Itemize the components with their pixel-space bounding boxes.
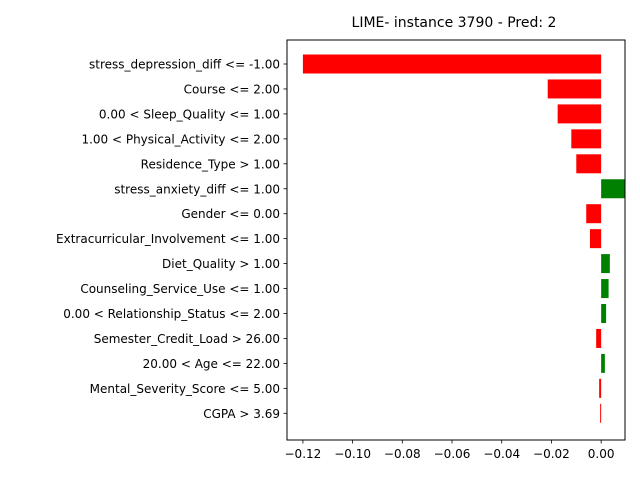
bar <box>600 403 602 423</box>
plot-frame <box>286 39 626 441</box>
x-tick-label: −0.06 <box>434 447 471 461</box>
bar <box>302 54 602 74</box>
y-tick-label: 0.00 < Sleep_Quality <= 1.00 <box>99 107 280 121</box>
y-tick-label: 1.00 < Physical_Activity <= 2.00 <box>81 132 280 146</box>
y-tick-label: stress_anxiety_diff <= 1.00 <box>114 182 280 196</box>
bar <box>601 353 605 373</box>
bar <box>599 378 602 398</box>
bar <box>601 279 609 299</box>
x-tick-label: −0.08 <box>384 447 421 461</box>
bar <box>601 254 610 274</box>
y-tick-labels: stress_depression_diff <= -1.00 Course <=… <box>56 58 287 421</box>
x-tick-label: −0.12 <box>285 447 322 461</box>
x-ticks: −0.12 −0.10 −0.08 −0.06 −0.04 −0.02 0.00 <box>285 440 615 461</box>
y-tick-label: Residence_Type > 1.00 <box>141 157 280 171</box>
x-tick-label: 0.00 <box>588 447 615 461</box>
y-tick-label: 0.00 < Relationship_Status <= 2.00 <box>63 307 280 321</box>
bar <box>589 229 602 249</box>
bar <box>571 129 602 149</box>
y-tick-label: Semester_Credit_Load > 26.00 <box>94 332 280 346</box>
chart-title: LIME- instance 3790 - Pred: 2 <box>352 15 557 31</box>
bars-group <box>302 54 625 423</box>
bar <box>601 304 607 323</box>
y-tick-label: Mental_Severity_Score <= 5.00 <box>90 382 280 396</box>
y-tick-label: Extracurricular_Involvement <= 1.00 <box>56 232 280 246</box>
x-tick-label: −0.02 <box>533 447 570 461</box>
y-tick-label: CGPA > 3.69 <box>203 407 280 421</box>
bar <box>601 179 625 199</box>
y-tick-label: stress_depression_diff <= -1.00 <box>89 58 280 72</box>
y-tick-label: Course <= 2.00 <box>184 82 280 96</box>
y-tick-label: Diet_Quality > 1.00 <box>162 257 280 271</box>
bar <box>557 104 602 124</box>
x-tick-label: −0.04 <box>483 447 520 461</box>
x-tick-label: −0.10 <box>334 447 371 461</box>
bar <box>547 79 602 99</box>
y-tick-label: Counseling_Service_Use <= 1.00 <box>80 282 280 296</box>
y-tick-label: 20.00 < Age <= 22.00 <box>143 357 280 371</box>
y-tick-label: Gender <= 0.00 <box>181 207 280 221</box>
bar <box>596 328 602 348</box>
bar <box>576 154 602 174</box>
bar <box>586 204 602 224</box>
